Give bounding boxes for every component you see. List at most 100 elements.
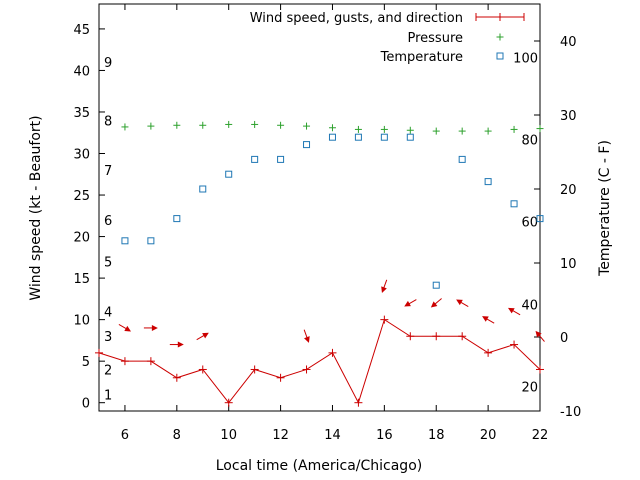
legend-label: Wind speed, gusts, and direction: [250, 11, 463, 26]
wind-speed-point: [198, 365, 207, 374]
pressure-point: [328, 124, 336, 132]
wind-speed-point: [536, 365, 544, 374]
y-tick-label: 25: [73, 189, 90, 204]
temperature-point: [380, 133, 388, 141]
x-tick-label: 8: [173, 428, 181, 443]
wind-speed-point: [458, 332, 467, 341]
y-tick-label: 10: [73, 314, 90, 329]
wind-speed-point: [484, 348, 493, 357]
y-tick-label: 30: [73, 148, 90, 163]
wind-speed-point: [328, 348, 337, 357]
y2-tick-label: 0: [560, 331, 568, 346]
temperature-point: [328, 133, 336, 141]
arrow-head: [404, 300, 411, 307]
fahrenheit-label: 20: [521, 381, 538, 396]
legend-temperature-marker: [496, 52, 504, 60]
fahrenheit-label: 40: [521, 298, 538, 313]
arrow-head: [482, 316, 489, 322]
temperature-point: [277, 155, 285, 163]
beaufort-label: 6: [104, 214, 112, 229]
temperature-point: [251, 155, 259, 163]
pressure-point: [484, 127, 492, 135]
wind-speed-point: [172, 373, 181, 382]
x-tick-label: 16: [376, 428, 393, 443]
wind-direction-arrow: [303, 329, 310, 343]
pressure-point: [277, 121, 285, 129]
pressure-point: [251, 120, 259, 128]
x-tick-label: 20: [480, 428, 497, 443]
y-tick-label: 45: [73, 23, 90, 38]
y-tick-label: 15: [73, 272, 90, 287]
plot-frame: [98, 3, 541, 412]
y2-tick-label: 30: [560, 109, 577, 124]
wind-speed-point: [120, 357, 129, 366]
fahrenheit-label: 100: [513, 51, 538, 66]
y-tick-label: 35: [73, 106, 90, 121]
wind-speed-line: [98, 318, 541, 404]
beaufort-label: 4: [104, 305, 112, 320]
temperature-point: [303, 141, 311, 149]
x-tick-label: 22: [532, 428, 549, 443]
temperature-point: [354, 133, 362, 141]
wind-direction-arrow: [507, 307, 521, 316]
pressure-point: [354, 125, 362, 133]
pressure-point: [303, 122, 311, 130]
y2-tick-label: 40: [560, 35, 577, 50]
pressure-point: [225, 120, 233, 128]
x-tick-label: 14: [324, 428, 341, 443]
y-tick-label: 0: [82, 397, 90, 412]
x-tick-label: 18: [428, 428, 445, 443]
arrow-head: [430, 301, 438, 308]
wind-speed-point: [380, 315, 389, 324]
y2-axis-label: Temperature (C - F): [597, 140, 613, 277]
temperature-point: [432, 281, 440, 289]
wind-direction-arrow: [456, 299, 469, 307]
fahrenheit-label: 80: [521, 133, 538, 148]
y2-tick-label: 10: [560, 257, 577, 272]
arrow-head: [535, 330, 542, 338]
wind-direction-arrow: [143, 324, 158, 331]
x-axis-label: Local time (America/Chicago): [216, 458, 422, 474]
arrow-head: [151, 324, 158, 331]
arrow-head: [304, 336, 310, 343]
y-tick-label: 20: [73, 231, 90, 246]
arrow-head: [177, 341, 184, 348]
wind-direction-arrow: [482, 316, 495, 324]
wind-direction-arrow: [404, 299, 417, 307]
wind-speed-point: [302, 365, 311, 374]
pressure-point: [147, 122, 155, 130]
x-tick-label: 10: [220, 428, 237, 443]
pressure-point: [510, 125, 518, 133]
beaufort-label: 7: [104, 164, 112, 179]
temperature-point: [484, 178, 492, 186]
beaufort-label: 3: [104, 330, 112, 345]
pressure-point: [432, 127, 440, 135]
temperature-point: [199, 185, 207, 193]
pressure-point: [536, 125, 544, 133]
arrow-head: [124, 325, 132, 332]
wind-speed-point: [146, 357, 155, 366]
x-tick-label: 12: [272, 428, 289, 443]
temperature-point: [458, 155, 466, 163]
y-tick-label: 40: [73, 64, 90, 79]
temperature-point: [510, 200, 518, 208]
x-tick-label: 6: [121, 428, 129, 443]
wind-direction-arrow: [118, 324, 132, 332]
pressure-point: [458, 127, 466, 135]
pressure-point: [173, 121, 181, 129]
y-axis-label: Wind speed (kt - Beaufort): [28, 115, 44, 300]
beaufort-label: 2: [104, 363, 112, 378]
wind-speed-point: [250, 365, 259, 374]
wind-speed-point: [224, 398, 233, 407]
wind-speed-point: [276, 373, 285, 382]
beaufort-label: 9: [104, 56, 112, 71]
wind-speed-point: [406, 332, 415, 341]
arrow-head: [381, 286, 387, 293]
temperature-point: [147, 237, 155, 245]
beaufort-label: 1: [104, 388, 112, 403]
y2-tick-label: -10: [560, 405, 581, 420]
wind-speed-point: [510, 340, 519, 349]
legend-label: Temperature: [380, 50, 463, 65]
wind-direction-arrow: [196, 332, 209, 341]
